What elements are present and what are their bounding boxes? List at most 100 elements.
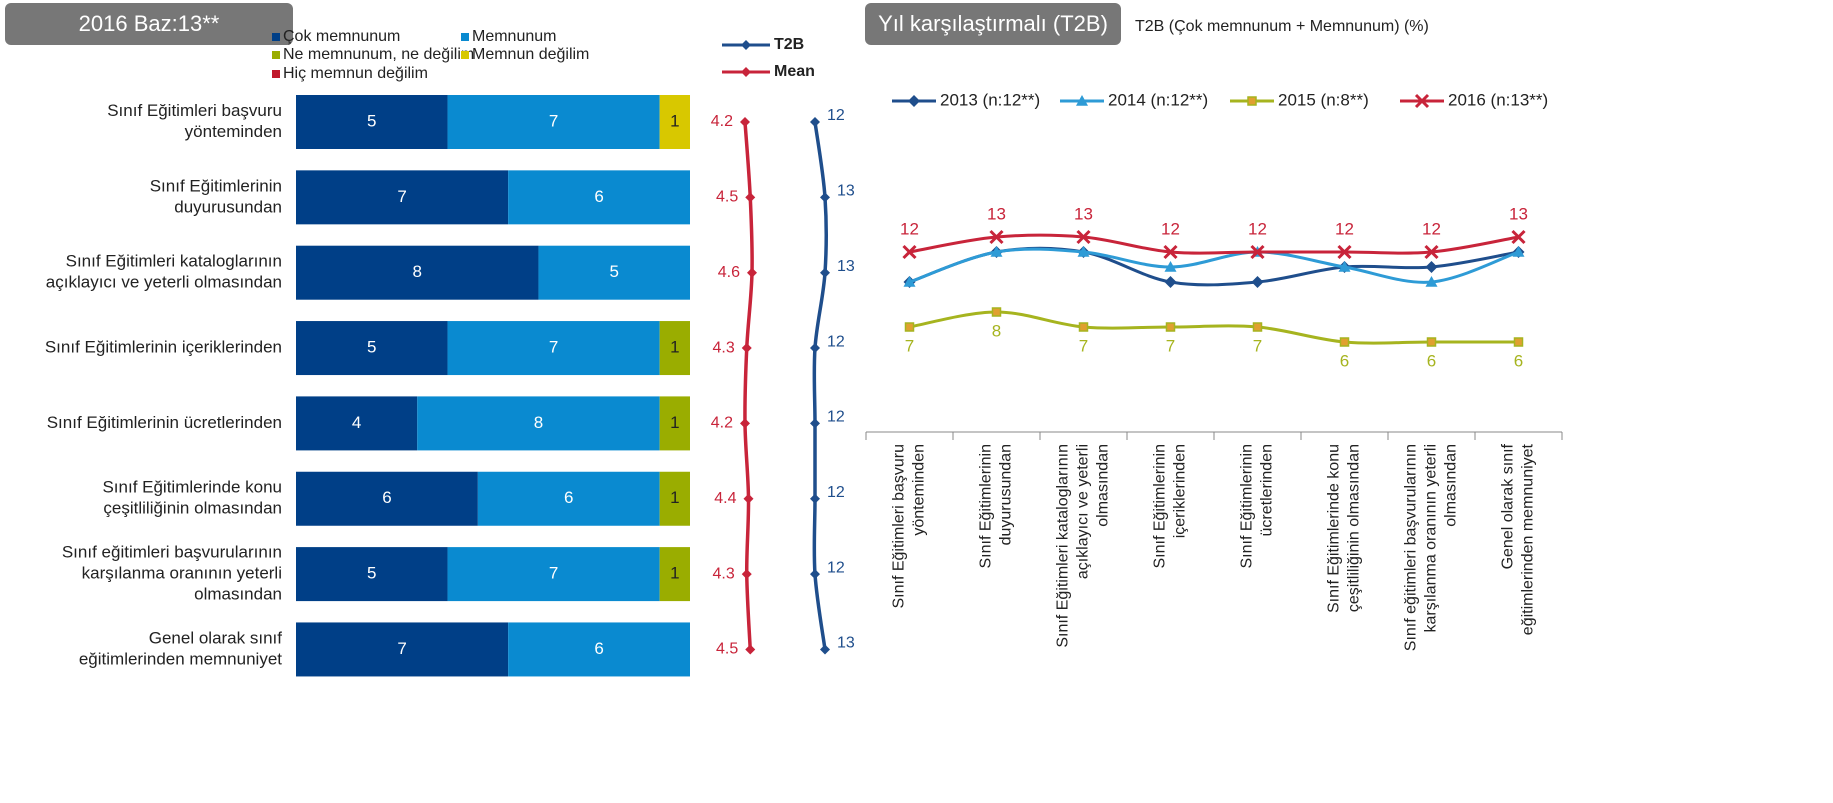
category-label: Sınıf Eğitimlerinin xyxy=(978,444,995,569)
category-label: çeşitliliğinin olmasından xyxy=(1346,444,1363,612)
bar-segment xyxy=(447,321,660,376)
category-label: Genel olarak sınıf xyxy=(149,628,283,647)
value-label: 7 xyxy=(905,336,914,355)
marker xyxy=(820,644,830,655)
marker xyxy=(741,569,752,580)
category-label: eğitimlerinden memnuniyet xyxy=(79,649,282,668)
legend-label: 2013 (n:12**) xyxy=(940,90,1040,109)
marker xyxy=(1338,261,1351,272)
value-label: 1 xyxy=(670,413,679,432)
category-label: Sınıf Eğitimleri kataloglarının xyxy=(66,252,282,271)
legend-label: Memnun değilim xyxy=(472,46,589,63)
title-box xyxy=(865,3,1121,45)
value-label: 5 xyxy=(609,262,618,281)
value-label: 5 xyxy=(367,111,376,130)
marker xyxy=(1250,244,1265,260)
value-label: 6 xyxy=(594,639,603,658)
marker xyxy=(1339,337,1350,347)
marker xyxy=(1511,229,1526,245)
bar-segment xyxy=(447,95,660,149)
marker xyxy=(1078,322,1089,332)
value-label: 4.5 xyxy=(716,641,738,658)
bar-segment xyxy=(417,396,660,451)
value-label: 4.6 xyxy=(718,264,740,281)
legend-swatch xyxy=(461,51,469,59)
marker xyxy=(1076,95,1088,106)
category-label: duyurusundan xyxy=(998,444,1015,545)
title-box xyxy=(5,3,293,45)
value-label: 1 xyxy=(670,488,679,507)
value-label: 4 xyxy=(352,413,361,432)
value-label: 8 xyxy=(412,262,421,281)
marker xyxy=(990,246,1003,257)
marker xyxy=(989,229,1004,245)
bar-segment xyxy=(659,471,690,526)
legend-label: 2015 (n:8**) xyxy=(1278,90,1369,109)
value-label: 13 xyxy=(837,258,855,275)
marker xyxy=(1512,246,1525,257)
marker xyxy=(1425,276,1438,287)
marker xyxy=(1252,322,1263,332)
marker xyxy=(820,267,830,278)
legend-label: T2B xyxy=(774,36,804,53)
chart-title: 2016 Baz:13** xyxy=(79,11,220,36)
bar-segment xyxy=(538,245,690,300)
marker xyxy=(902,244,917,260)
value-label: 6 xyxy=(1340,351,1349,370)
category-label: olmasından xyxy=(1095,444,1112,527)
bar-segment xyxy=(296,321,448,376)
value-label: 8 xyxy=(534,413,543,432)
value-label: 4.2 xyxy=(711,415,733,432)
value-label: 4.3 xyxy=(713,339,735,356)
category-label: Sınıf Eğitimleri başvuru xyxy=(891,444,908,609)
category-label: Sınıf Eğitimlerinin ücretlerinden xyxy=(47,413,282,432)
marker xyxy=(740,117,750,127)
marker xyxy=(747,267,757,278)
category-label: Sınıf eğitimleri başvurularının xyxy=(62,543,282,562)
bar-segment xyxy=(296,622,509,677)
marker xyxy=(1513,337,1524,347)
marker xyxy=(1337,244,1352,260)
category-label: Sınıf Eğitimlerinin xyxy=(1239,444,1256,569)
marker xyxy=(741,40,751,50)
value-label: 7 xyxy=(549,338,558,357)
value-label: 13 xyxy=(1509,204,1528,223)
marker xyxy=(1251,276,1264,288)
category-label: Sınıf eğitimleri başvurularının xyxy=(1403,444,1420,651)
line xyxy=(743,121,754,650)
value-label: 1 xyxy=(670,338,679,357)
marker xyxy=(1164,261,1177,272)
category-label: olmasından xyxy=(194,585,282,604)
value-label: 1 xyxy=(670,111,679,130)
marker xyxy=(820,192,830,203)
bar-segment xyxy=(508,622,690,677)
bar-segment xyxy=(508,170,690,225)
legend-label: Hiç memnun değilim xyxy=(283,65,428,82)
category-label: Sınıf Eğitimlerinin xyxy=(1152,444,1169,569)
value-label: 12 xyxy=(827,107,845,124)
value-label: 13 xyxy=(1074,204,1093,223)
category-label: Sınıf Eğitimleri başvuru xyxy=(107,101,282,120)
category-label: ücretlerinden xyxy=(1259,444,1276,537)
category-label: duyurusundan xyxy=(174,197,282,216)
value-label: 12 xyxy=(1422,219,1441,238)
bar-segment xyxy=(296,471,478,526)
bar-segment xyxy=(447,547,660,602)
marker xyxy=(810,569,820,580)
marker xyxy=(1165,322,1176,332)
bar-segment xyxy=(659,95,690,149)
marker xyxy=(904,322,915,332)
category-label: açıklayıcı ve yeterli xyxy=(1075,444,1092,579)
value-label: 6 xyxy=(382,488,391,507)
category-label: Sınıf Eğitimlerinin xyxy=(150,176,282,195)
marker xyxy=(1076,229,1091,245)
marker xyxy=(745,644,756,655)
category-label: olmasından xyxy=(1443,444,1460,527)
line xyxy=(909,247,1519,284)
value-label: 4.3 xyxy=(713,565,735,582)
legend-label: Çok memnunum xyxy=(283,28,400,45)
value-label: 12 xyxy=(827,333,845,350)
legend-swatch xyxy=(461,33,469,41)
